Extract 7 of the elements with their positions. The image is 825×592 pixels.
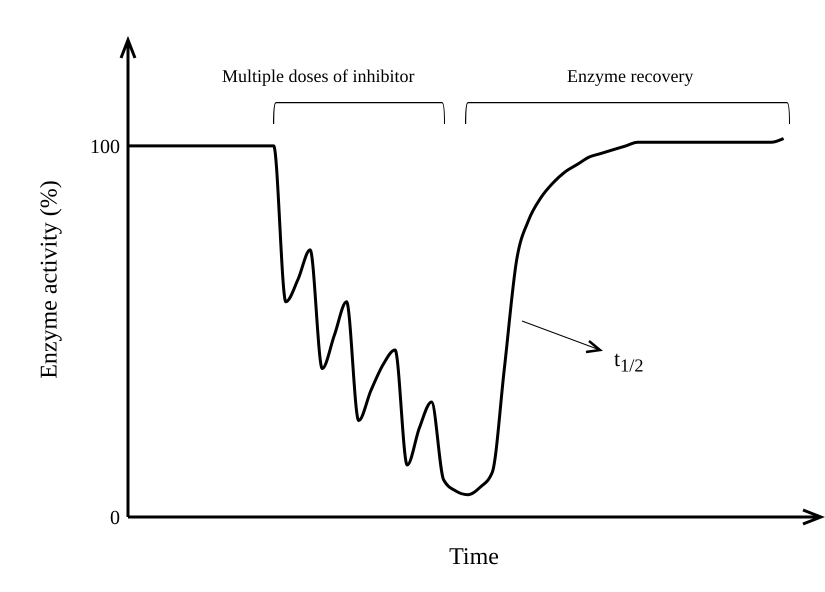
- annotation: Enzyme recovery: [567, 66, 694, 87]
- y-tick-label: 100: [90, 136, 120, 158]
- annotation: Multiple doses of inhibitor: [222, 66, 414, 87]
- annotation: t$_{1/2}$: [614, 346, 644, 376]
- x-axis-title: Time: [449, 544, 499, 570]
- y-axis-title: Enzyme activity (%): [36, 180, 63, 379]
- y-tick-label: 0: [110, 507, 120, 530]
